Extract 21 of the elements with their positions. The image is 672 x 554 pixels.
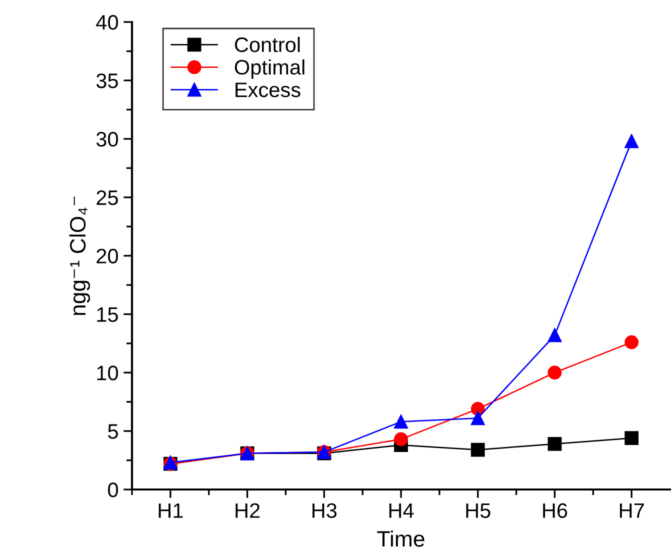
legend-label: Control (234, 36, 300, 52)
x-tick-label: H1 (158, 503, 183, 518)
y-axis-title: ngg⁻¹ ClO₄⁻ (69, 196, 90, 315)
legend-label: Excess (236, 82, 300, 98)
x-tick-label: H5 (466, 503, 490, 518)
legend-label: Optimal (234, 59, 304, 79)
x-tick-label: H2 (236, 503, 260, 518)
x-tick-label: H3 (312, 503, 337, 518)
x-tick-label: H6 (543, 503, 568, 518)
y-tick-label: 10 (97, 366, 118, 380)
x-axis-title: Time (377, 530, 424, 547)
x-tick-label: H4 (389, 503, 414, 518)
y-tick-label: 20 (96, 248, 118, 264)
y-tick-label: 5 (108, 424, 118, 439)
y-tick-label: 15 (97, 307, 118, 322)
y-tick-label: 30 (96, 132, 118, 147)
y-tick-label: 25 (96, 190, 118, 206)
y-tick-label: 0 (108, 482, 118, 498)
y-tick-label: 35 (96, 73, 118, 88)
x-tick-label: H7 (620, 503, 644, 518)
y-tick-label: 40 (96, 15, 118, 30)
